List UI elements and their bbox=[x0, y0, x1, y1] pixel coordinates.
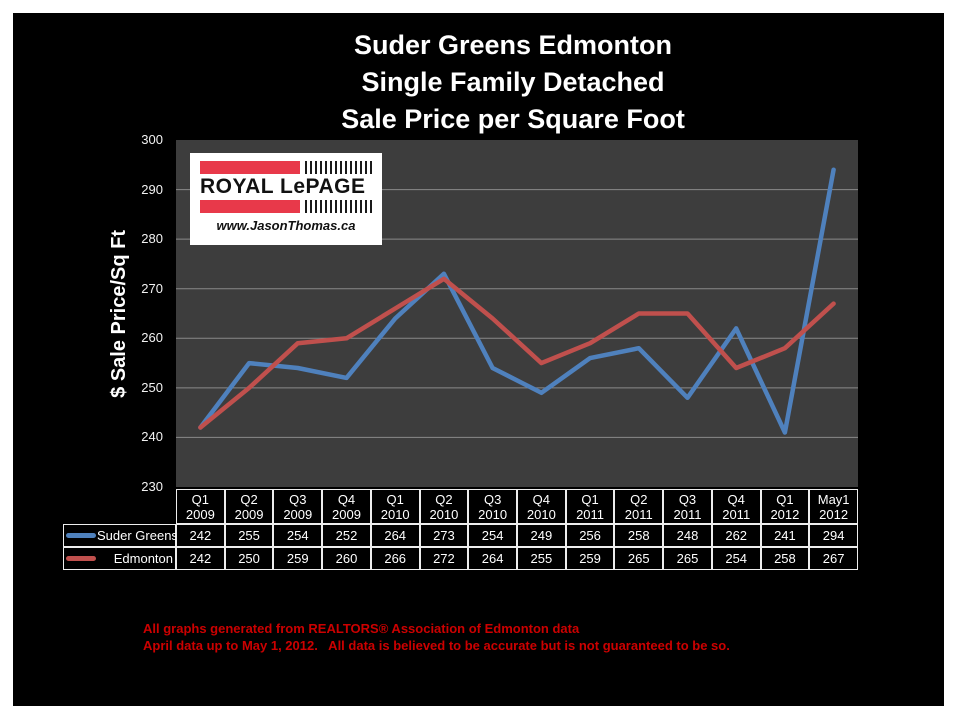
disclaimer-line1: All graphs generated from REALTORS® Asso… bbox=[143, 621, 580, 636]
y-tick-label: 250 bbox=[141, 379, 163, 395]
logo-stripes-pattern bbox=[305, 200, 372, 213]
table-value-cell: 241 bbox=[760, 524, 810, 547]
legend-edmonton: Edmonton bbox=[63, 547, 176, 570]
table-value-cell: 262 bbox=[711, 524, 761, 547]
y-tick-label: 240 bbox=[141, 429, 163, 445]
table-value-cell: 255 bbox=[224, 524, 274, 547]
chart-title-line3: Sale Price per Square Foot bbox=[341, 104, 685, 134]
y-tick-label: 280 bbox=[141, 231, 163, 247]
table-value-cell: 250 bbox=[224, 547, 274, 570]
logo-website-url: www.JasonThomas.ca bbox=[216, 218, 356, 233]
logo-brand-text: ROYAL LePAGE bbox=[200, 175, 366, 198]
table-value-cell: 254 bbox=[711, 547, 761, 570]
legend-line-marker bbox=[66, 556, 96, 561]
table-value-cell: 273 bbox=[419, 524, 469, 547]
table-column-header: Q2 2011 bbox=[614, 489, 664, 524]
table-value-cell: 294 bbox=[809, 524, 858, 547]
table-value-cell: 272 bbox=[419, 547, 469, 570]
table-column-header: Q3 2011 bbox=[663, 489, 712, 524]
y-tick-label: 290 bbox=[141, 181, 163, 197]
chart-title-line2: Single Family Detached bbox=[361, 67, 665, 97]
table-value-cell: 267 bbox=[809, 547, 858, 570]
y-axis-ticks: 300 290 280 270 260 250 240 230 bbox=[123, 132, 171, 494]
table-value-cell: 256 bbox=[565, 524, 615, 547]
table-column-header: Q1 2012 bbox=[760, 489, 810, 524]
disclaimer-line2: April data up to May 1, 2012. All data i… bbox=[143, 638, 730, 653]
legend-label: Suder Greens bbox=[97, 528, 178, 543]
table-column-header: Q4 2011 bbox=[711, 489, 761, 524]
table-value-cell: 258 bbox=[614, 524, 664, 547]
table-column-header: Q1 2010 bbox=[370, 489, 420, 524]
data-table: Q1 2009 Q2 2009 Q3 2009 Q4 2009 Q1 2010 Q2 2010 Q3 20… bbox=[63, 489, 858, 570]
table-value-cell: 259 bbox=[565, 547, 615, 570]
legend-line-marker bbox=[66, 533, 96, 538]
disclaimer-text: All graphs generated from REALTORS® Asso… bbox=[143, 620, 863, 654]
table-column-header: Q2 2010 bbox=[419, 489, 469, 524]
y-tick-label: 270 bbox=[141, 280, 163, 296]
table-value-cell: 242 bbox=[176, 547, 225, 570]
y-tick-label: 230 bbox=[141, 479, 163, 494]
table-value-cell: 259 bbox=[273, 547, 323, 570]
logo-stripes-pattern bbox=[305, 161, 372, 174]
table-column-header: May1 2012 bbox=[809, 489, 858, 524]
logo-bottom-bar bbox=[200, 200, 372, 213]
table-value-cell: 265 bbox=[614, 547, 664, 570]
table-value-cell: 249 bbox=[517, 524, 566, 547]
table-value-cell: 254 bbox=[273, 524, 323, 547]
table-value-cell: 266 bbox=[370, 547, 420, 570]
table-column-header: Q1 2009 bbox=[176, 489, 225, 524]
table-value-cell: 242 bbox=[176, 524, 225, 547]
table-value-cell: 255 bbox=[517, 547, 566, 570]
table-value-cell: 252 bbox=[322, 524, 371, 547]
table-value-cell: 254 bbox=[468, 524, 517, 547]
chart-canvas: Suder Greens Edmonton Single Family Deta… bbox=[13, 13, 944, 706]
table-value-cell: 264 bbox=[468, 547, 517, 570]
plot-area: ROYAL LePAGE www.JasonThomas.ca bbox=[176, 140, 858, 487]
chart-svg bbox=[176, 167, 858, 438]
table-value-cell: 265 bbox=[663, 547, 712, 570]
chart-title: Suder Greens Edmonton Single Family Deta… bbox=[163, 27, 863, 138]
table-column-header: Q1 2011 bbox=[565, 489, 615, 524]
table-column-header: Q2 2009 bbox=[224, 489, 274, 524]
y-tick-label: 260 bbox=[141, 330, 163, 346]
table-column-header: Q3 2010 bbox=[468, 489, 517, 524]
table-value-cell: 258 bbox=[760, 547, 810, 570]
royal-lepage-logo: ROYAL LePAGE www.JasonThomas.ca bbox=[190, 153, 382, 245]
y-tick-label: 300 bbox=[141, 132, 163, 147]
table-corner-cell bbox=[63, 489, 176, 524]
legend-suder-greens: Suder Greens bbox=[63, 524, 178, 547]
table-value-cell: 260 bbox=[322, 547, 371, 570]
chart-title-line1: Suder Greens Edmonton bbox=[353, 30, 673, 60]
logo-red-bar bbox=[200, 161, 300, 174]
table-column-header: Q4 2009 bbox=[322, 489, 371, 524]
legend-label: Edmonton bbox=[113, 551, 173, 566]
table-value-cell: 248 bbox=[663, 524, 712, 547]
logo-red-bar bbox=[200, 200, 300, 213]
table-column-header: Q4 2010 bbox=[517, 489, 566, 524]
table-value-cell: 264 bbox=[370, 524, 420, 547]
logo-top-bar bbox=[200, 161, 372, 174]
table-column-header: Q3 2009 bbox=[273, 489, 323, 524]
